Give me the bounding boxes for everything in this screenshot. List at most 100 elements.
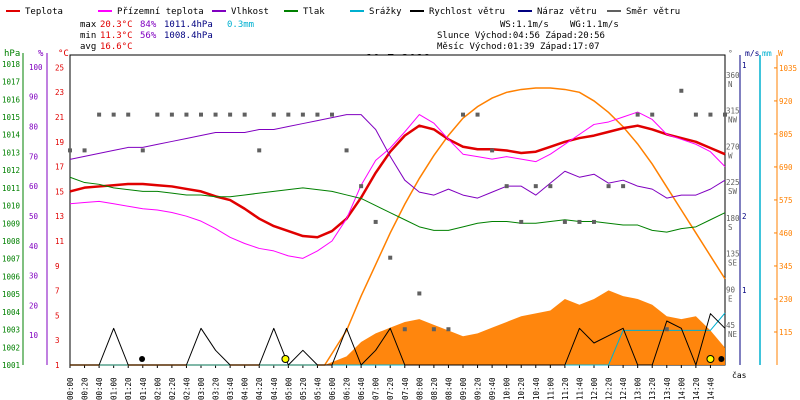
wind-speed-stat: WS:1.1m/s	[500, 20, 549, 30]
hpa-tick-label: 1008	[2, 237, 21, 246]
x-tick-label: 12:00	[590, 377, 599, 400]
dir-tick-deg: 225	[726, 178, 740, 187]
hpa-tick-label: 1003	[2, 326, 20, 335]
legend-label-7: Směr větru	[626, 7, 680, 17]
series-line-0	[69, 124, 726, 239]
x-tick-label: 10:20	[517, 377, 526, 400]
x-tick-label: 13:20	[648, 377, 657, 400]
dir-tick-name: S	[728, 223, 733, 232]
legend-label-5: Rychlost větru	[429, 7, 505, 17]
w-tick-label: 575	[779, 196, 793, 205]
dir-tick-deg: 180	[726, 214, 740, 223]
dir-tick-deg: 90	[726, 285, 736, 294]
w-unit: W	[778, 49, 783, 58]
x-tick-label: 07:40	[401, 377, 410, 400]
hpa-tick-label: 1014	[2, 131, 21, 140]
wind-direction-point	[286, 112, 291, 117]
wind-direction-point	[97, 112, 102, 117]
wind-direction-point	[257, 148, 262, 153]
wind-direction-point	[184, 112, 189, 117]
wind-direction-point	[388, 255, 393, 260]
temp-unit: °C	[58, 49, 69, 59]
wind-direction-point	[68, 148, 72, 153]
pct-tick-label: 100	[29, 63, 43, 72]
wind-direction-point	[271, 112, 276, 117]
x-tick-label: 06:40	[357, 377, 366, 400]
wind-direction-point	[82, 148, 87, 153]
x-tick-label: 00:40	[95, 377, 104, 400]
series-line-5	[70, 313, 726, 366]
x-tick-label: 10:00	[503, 377, 512, 400]
x-tick-label: 11:00	[546, 377, 555, 400]
x-tick-label: 03:40	[226, 377, 235, 400]
hpa-tick-label: 1002	[2, 343, 20, 352]
wind-direction-point	[592, 219, 596, 224]
wind-direction-point	[621, 184, 626, 189]
legend-label-0: Teplota	[25, 7, 63, 17]
hpa-tick-label: 1005	[2, 290, 20, 299]
x-tick-label: 12:20	[605, 377, 614, 400]
moonrise-marker	[139, 356, 146, 362]
x-tick-label: 08:00	[415, 377, 424, 400]
dir-tick-name: E	[728, 294, 733, 303]
w-tick-label: 345	[779, 262, 793, 271]
pct-tick-label: 80	[29, 123, 39, 132]
dir-unit: °	[728, 49, 733, 58]
wind-direction-point	[417, 291, 422, 296]
temp-tick-label: 21	[55, 113, 64, 122]
dir-tick-deg: 45	[726, 321, 735, 330]
wind-direction-point	[664, 327, 669, 332]
x-tick-label: 09:20	[474, 377, 483, 400]
wind-direction-point	[402, 327, 407, 332]
stats-max-label: max	[80, 20, 97, 30]
pct-tick-label: 40	[29, 242, 39, 251]
hpa-tick-label: 1007	[2, 255, 20, 264]
x-tick-label: 14:00	[677, 377, 686, 400]
dir-tick-deg: 270	[726, 142, 740, 151]
wind-direction-point	[650, 112, 655, 117]
temp-tick-label: 7	[55, 287, 60, 296]
legend-label-3: Tlak	[303, 7, 325, 17]
x-tick-label: 09:40	[488, 377, 497, 400]
temp-tick-label: 17	[55, 163, 64, 172]
sunset-marker	[706, 355, 715, 363]
x-tick-label: 00:00	[66, 377, 75, 400]
hpa-tick-label: 1016	[2, 95, 21, 104]
pct-tick-label: 70	[29, 152, 39, 161]
dir-tick-deg: 135	[726, 250, 740, 259]
wind-direction-point	[446, 327, 451, 332]
wind-direction-point	[213, 112, 218, 117]
hpa-tick-label: 1015	[2, 113, 20, 122]
x-tick-label: 04:20	[255, 377, 264, 400]
x-tick-label: 06:20	[343, 377, 352, 400]
solar-clear-sky-line	[70, 87, 726, 366]
stats-min-hum: 56%	[140, 31, 157, 41]
wind-direction-point	[606, 184, 611, 189]
wind-direction-point	[519, 219, 524, 224]
x-tick-label: 10:40	[532, 377, 541, 400]
temp-tick-label: 23	[55, 88, 64, 97]
pct-tick-label: 30	[29, 272, 39, 281]
hpa-tick-label: 1018	[2, 60, 21, 69]
dir-tick-name: N	[728, 80, 733, 89]
wind-direction-point	[548, 184, 553, 189]
temp-tick-label: 11	[55, 237, 64, 246]
wind-direction-point	[431, 327, 436, 332]
wind-direction-point	[562, 219, 567, 224]
x-axis-suffix: čas	[732, 370, 747, 380]
x-tick-label: 14:40	[706, 377, 715, 400]
legend-label-1: Přízemní teplota	[117, 7, 204, 17]
temp-tick-label: 5	[55, 311, 60, 320]
x-tick-label: 13:40	[663, 377, 672, 400]
x-tick-label: 03:20	[212, 377, 221, 400]
wind-direction-point	[140, 148, 145, 153]
w-tick-label: 1035	[779, 64, 797, 73]
dir-tick-name: W	[728, 151, 733, 160]
x-tick-label: 05:00	[284, 377, 293, 400]
temp-tick-label: 13	[55, 212, 64, 221]
hpa-tick-label: 1010	[2, 202, 21, 211]
wind-direction-point	[242, 112, 247, 117]
wind-direction-point	[111, 112, 116, 117]
x-tick-label: 05:40	[313, 377, 322, 400]
ms-unit: m/s	[745, 49, 760, 58]
